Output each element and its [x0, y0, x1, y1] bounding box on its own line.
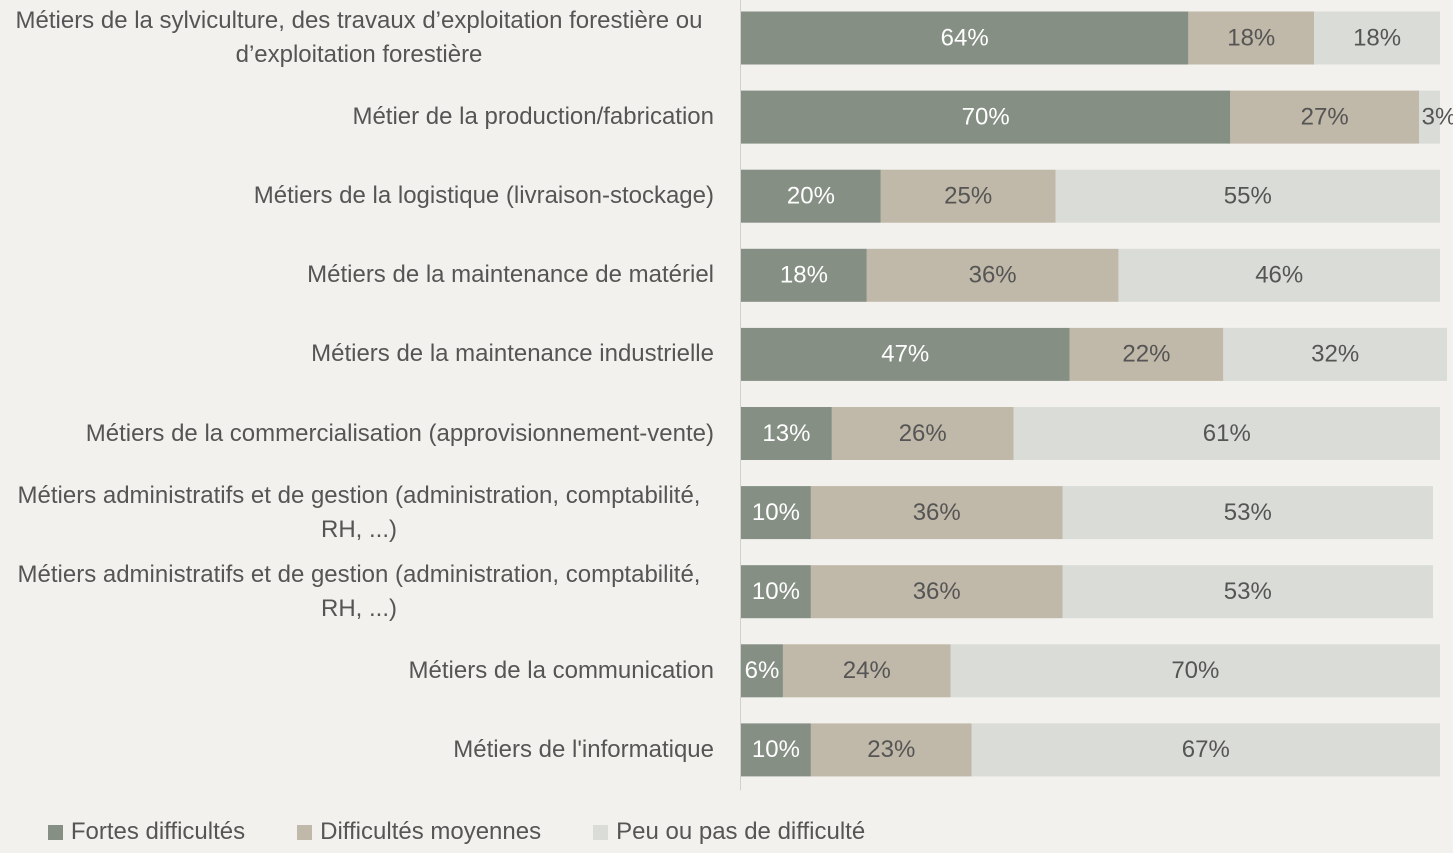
bar-segment: [880, 169, 1056, 223]
category-text: Métiers administratifs et de gestion (ad…: [17, 481, 701, 543]
value-label: 10%: [752, 499, 800, 526]
category-label: Métiers de la maintenance de matériel: [4, 258, 714, 292]
legend-swatch: [593, 824, 609, 840]
bar-segment: [1118, 248, 1440, 302]
bar-segment: [1062, 565, 1434, 619]
bar-segment: [741, 90, 1231, 144]
bar-segment: [950, 644, 1440, 698]
bar-segment: [1062, 486, 1434, 540]
category-text: Métiers de la maintenance industrielle: [311, 340, 714, 368]
bar-segment: [971, 723, 1440, 777]
bar-segment: [741, 565, 811, 619]
value-label: 3%: [1422, 103, 1453, 130]
value-label: 46%: [1255, 262, 1303, 289]
bar-segment: [1314, 11, 1440, 65]
category-label: Métier de la production/fabrication: [4, 100, 714, 134]
category-label: Métiers administratifs et de gestion (ad…: [4, 558, 714, 626]
category-label: Métiers de la communication: [4, 654, 714, 688]
value-label: 10%: [752, 578, 800, 605]
bar-segment: [782, 644, 951, 698]
value-label: 47%: [881, 341, 929, 368]
value-label: 67%: [1182, 736, 1230, 763]
category-label: Métiers de la sylviculture, des travaux …: [4, 4, 714, 72]
category-text: Métiers de la logistique (livraison-stoc…: [253, 182, 714, 210]
legend-label: Peu ou pas de difficulté: [616, 818, 866, 845]
value-label: 20%: [787, 183, 835, 210]
bar-segment: [1419, 90, 1440, 144]
value-label: 61%: [1203, 420, 1251, 447]
value-label: 64%: [941, 24, 989, 51]
bar-segment: [741, 327, 1070, 381]
bar-segment: [1188, 11, 1315, 65]
bar-segment: [1055, 169, 1440, 223]
legend: Fortes difficultés Difficultés moyennes Pe…: [0, 818, 1183, 846]
legend-item: Fortes difficultés: [47, 818, 246, 846]
legend-swatch: [47, 824, 63, 840]
value-label: 24%: [843, 657, 891, 684]
category-label: Métiers administratifs et de gestion (ad…: [4, 479, 714, 547]
category-text: Métiers administratifs et de gestion (ad…: [17, 560, 701, 622]
bar-segment: [1069, 327, 1224, 381]
bar-segment: [1223, 327, 1447, 381]
bar-segment: [741, 11, 1189, 65]
category-label: Métiers de la logistique (livraison-stoc…: [4, 179, 714, 213]
bar-segment: [1230, 90, 1420, 144]
bar-segment: [741, 644, 783, 698]
value-label: 18%: [1227, 24, 1275, 51]
legend-label: Difficultés moyennes: [320, 818, 542, 845]
value-label: 18%: [1353, 24, 1401, 51]
value-label: 22%: [1122, 341, 1170, 368]
category-text: Métiers de la commercialisation (approvi…: [85, 419, 714, 447]
value-label: 36%: [913, 499, 961, 526]
value-label: 55%: [1224, 183, 1272, 210]
category-label: Métiers de la maintenance industrielle: [4, 337, 714, 371]
value-label: 18%: [780, 262, 828, 289]
legend-label: Fortes difficultés: [70, 818, 246, 845]
bar-segment: [810, 486, 1063, 540]
bar-segment: [1013, 407, 1440, 460]
bar-segment: [810, 565, 1063, 619]
legend-swatch: [297, 824, 313, 840]
value-label: 13%: [762, 420, 810, 447]
bar-segment: [741, 486, 811, 540]
category-text: Métiers de la sylviculture, des travaux …: [15, 7, 703, 68]
bar-segment: [810, 723, 972, 777]
bar-segment: [741, 169, 881, 223]
value-label: 27%: [1301, 103, 1349, 130]
value-label: 32%: [1311, 341, 1359, 368]
category-text: Métiers de la maintenance de matériel: [307, 261, 714, 289]
bar-segment: [741, 407, 832, 460]
bar-segment: [741, 248, 867, 302]
legend-item: Difficultés moyennes: [297, 818, 541, 846]
category-text: Métier de la production/fabrication: [352, 103, 714, 131]
value-label: 10%: [752, 736, 800, 763]
value-label: 36%: [913, 578, 961, 605]
bar-segment: [741, 723, 811, 777]
legend-item: Peu ou pas de difficulté: [593, 818, 865, 846]
value-label: 70%: [1171, 657, 1219, 684]
value-label: 25%: [944, 183, 992, 210]
category-label: Métiers de l'informatique: [4, 733, 714, 767]
value-label: 53%: [1224, 499, 1272, 526]
bar-segment: [831, 407, 1014, 460]
category-text: Métiers de la communication: [408, 656, 714, 684]
value-label: 23%: [867, 736, 915, 763]
category-label: Métiers de la commercialisation (approvi…: [4, 417, 714, 451]
value-label: 70%: [962, 103, 1010, 130]
value-label: 53%: [1224, 578, 1272, 605]
category-text: Métiers de l'informatique: [453, 735, 714, 763]
value-label: 36%: [969, 262, 1017, 289]
value-label: 6%: [745, 657, 780, 684]
value-label: 26%: [899, 420, 947, 447]
bar-segment: [866, 248, 1119, 302]
